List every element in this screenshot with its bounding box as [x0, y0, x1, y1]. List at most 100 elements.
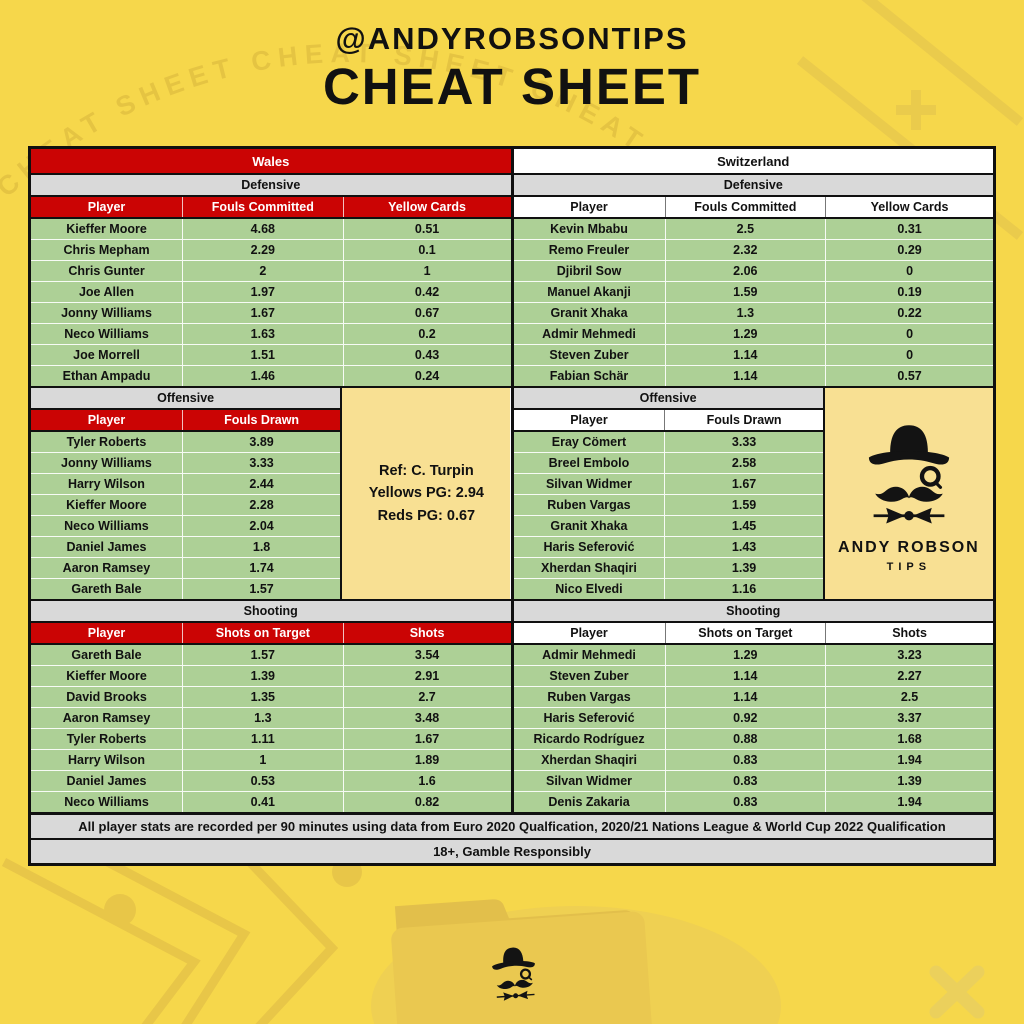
table-row: Jonny Williams 1.67 0.67 [31, 302, 511, 324]
player-name-cell: Chris Mepham [63, 243, 150, 258]
table-row: Joe Allen 1.97 0.42 [31, 281, 511, 303]
stat-value-cell: 0 [825, 261, 993, 282]
table-row: Chris Gunter 2 1 [31, 260, 511, 282]
player-name-cell: Daniel James [66, 774, 147, 789]
table-row: Denis Zakaria 0.83 1.94 [513, 791, 993, 813]
column-header: Player [87, 200, 126, 215]
stat-value-cell: 1.57 [182, 645, 343, 666]
player-name-cell: Chris Gunter [68, 264, 145, 279]
stat-value-cell: 1.94 [825, 792, 993, 813]
player-name-cell: Eray Cömert [551, 435, 627, 450]
stat-value-cell: 1.74 [181, 558, 340, 579]
stat-value-cell: 1.14 [664, 687, 826, 708]
stat-value-cell: 1.67 [342, 729, 511, 750]
table-row: Chris Mepham 2.29 0.1 [31, 239, 511, 261]
player-name-cell: Kieffer Moore [66, 669, 147, 684]
team-panel-wales: Wales Defensive Player Fouls Committed Yello… [31, 149, 511, 813]
stat-value-cell: 0.88 [664, 729, 826, 750]
player-name-cell: Kevin Mbabu [550, 222, 628, 237]
column-header: Shots [342, 623, 511, 644]
player-name-cell: Tyler Roberts [66, 732, 147, 747]
stat-value-cell: 2.27 [825, 666, 993, 687]
table-row: Nico Elvedi 1.16 [513, 578, 823, 600]
column-header: Fouls Committed [182, 197, 343, 218]
stat-value-cell: 1.39 [825, 771, 993, 792]
player-name-cell: Admir Mehmedi [542, 327, 636, 342]
stat-value-cell: 1.29 [664, 645, 826, 666]
table-row: Aaron Ramsey 1.3 3.48 [31, 707, 511, 729]
stat-value-cell: 3.33 [181, 453, 340, 474]
column-header: Fouls Drawn [181, 410, 340, 431]
player-name-cell: Harry Wilson [68, 753, 146, 768]
offensive-and-side-box: Offensive Player Fouls Drawn Tyler Roberts 3… [31, 386, 511, 600]
player-name-cell: Tyler Roberts [66, 435, 147, 450]
column-header-row: Player Shots on Target Shots [31, 623, 511, 646]
offensive-table: Offensive Player Fouls Drawn Eray Cömert 3.3… [513, 388, 823, 600]
table-row: Eray Cömert 3.33 [513, 432, 823, 453]
stat-value-cell: 3.89 [181, 432, 340, 453]
table-row: Daniel James 0.53 1.6 [31, 770, 511, 792]
player-name-cell: Denis Zakaria [548, 795, 630, 810]
stat-value-cell: 1.67 [664, 474, 822, 495]
stat-value-cell: 1.45 [664, 516, 822, 537]
section-defensive: Defensive Player Fouls Committed Yellow Car… [513, 173, 993, 387]
table-row: Gareth Bale 1.57 [31, 578, 341, 600]
stat-value-cell: 0.67 [342, 303, 511, 324]
stat-value-cell: 1.94 [825, 750, 993, 771]
player-name-cell: Ruben Vargas [547, 690, 631, 705]
table-row: Haris Seferović 1.43 [513, 536, 823, 558]
player-name-cell: Jonny Williams [61, 456, 152, 471]
stat-value-cell: 0.83 [664, 792, 826, 813]
stat-value-cell: 2.5 [825, 687, 993, 708]
stat-value-cell: 2.58 [664, 453, 822, 474]
offensive-and-side-box: Offensive Player Fouls Drawn Eray Cömert 3.3… [513, 386, 993, 600]
stat-value-cell: 0.31 [825, 219, 993, 240]
table-row: Manuel Akanji 1.59 0.19 [513, 281, 993, 303]
player-name-cell: Daniel James [66, 540, 147, 555]
stat-value-cell: 1.29 [664, 324, 826, 345]
stat-value-cell: 2.5 [664, 219, 826, 240]
stat-value-cell: 4.68 [182, 219, 343, 240]
table-row: Tyler Roberts 3.89 [31, 432, 341, 453]
table-row: Xherdan Shaqiri 1.39 [513, 557, 823, 579]
stat-value-cell: 1.57 [181, 579, 340, 600]
section-label-offensive: Offensive [513, 388, 823, 411]
stat-value-cell: 0.19 [825, 282, 993, 303]
section-defensive: Defensive Player Fouls Committed Yellow Car… [31, 173, 511, 387]
player-name-cell: Nico Elvedi [555, 582, 623, 597]
player-name-cell: Kieffer Moore [66, 222, 147, 237]
stat-value-cell: 0.51 [342, 219, 511, 240]
folder-graphic [371, 899, 781, 1024]
player-name-cell: Granit Xhaka [550, 306, 628, 321]
table-row: David Brooks 1.35 2.7 [31, 686, 511, 708]
table-row: Kevin Mbabu 2.5 0.31 [513, 219, 993, 240]
player-name-cell: Haris Seferović [543, 711, 635, 726]
stat-value-cell: 1.68 [825, 729, 993, 750]
stat-value-cell: 0.83 [664, 750, 826, 771]
player-name-cell: Joe Morrell [73, 348, 140, 363]
stat-value-cell: 0.92 [664, 708, 826, 729]
stat-value-cell: 1.43 [664, 537, 822, 558]
player-name-cell: Gareth Bale [71, 582, 142, 597]
player-name-cell: Remo Freuler [548, 243, 630, 258]
stat-value-cell: 2.7 [342, 687, 511, 708]
player-name-cell: Neco Williams [64, 327, 149, 342]
section-label-shooting: Shooting [31, 601, 511, 624]
column-header-row: Player Fouls Committed Yellow Cards [31, 197, 511, 220]
player-name-cell: Ricardo Rodríguez [533, 732, 645, 747]
stat-value-cell: 1.39 [664, 558, 822, 579]
table-row: Admir Mehmedi 1.29 3.23 [513, 645, 993, 666]
stat-value-cell: 0.22 [825, 303, 993, 324]
column-header: Shots on Target [664, 623, 826, 644]
stat-value-cell: 0.57 [825, 366, 993, 387]
section-shooting: Shooting Player Shots on Target Shots Gareth… [31, 599, 511, 813]
section-label-defensive: Defensive [513, 175, 993, 198]
stat-value-cell: 1.14 [664, 666, 826, 687]
table-row: Haris Seferović 0.92 3.37 [513, 707, 993, 729]
referee-info-line: Ref: C. Turpin [378, 462, 474, 479]
logo-brand-text: ANDY ROBSON [838, 538, 980, 556]
table-row: Neco Williams 1.63 0.2 [31, 323, 511, 345]
table-row: Ricardo Rodríguez 0.88 1.68 [513, 728, 993, 750]
cheat-sheet-table: Wales Defensive Player Fouls Committed Yello… [28, 146, 996, 866]
referee-info-box: Ref: C. Turpin Yellows PG: 2.94 Reds PG: 0… [340, 388, 511, 600]
